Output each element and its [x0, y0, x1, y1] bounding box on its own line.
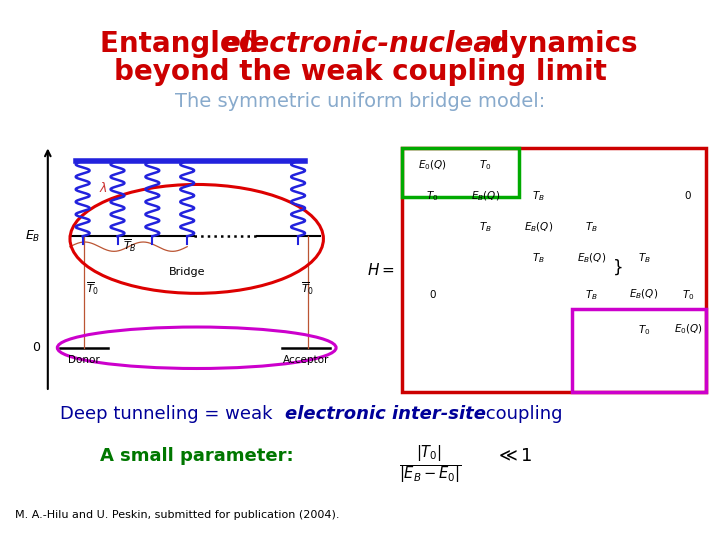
Text: $\overline{T}_0$: $\overline{T}_0$: [86, 281, 99, 297]
Text: $T_B$: $T_B$: [585, 288, 598, 301]
Text: $T_0$: $T_0$: [479, 158, 492, 172]
Text: $\overline{T}_0$: $\overline{T}_0$: [301, 281, 314, 297]
Text: M. A.-Hilu and U. Peskin, submitted for publication (2004).: M. A.-Hilu and U. Peskin, submitted for …: [15, 510, 340, 520]
Text: Donor: Donor: [68, 355, 100, 366]
Text: A small parameter:: A small parameter:: [100, 447, 294, 465]
Text: 0: 0: [685, 191, 691, 201]
Text: $\ll 1$: $\ll 1$: [495, 447, 533, 465]
Text: $\frac{|T_0|}{|E_B - E_0|}$: $\frac{|T_0|}{|E_B - E_0|}$: [399, 443, 462, 485]
Text: Deep tunneling = weak: Deep tunneling = weak: [60, 405, 278, 423]
Text: $E_0(Q)$: $E_0(Q)$: [418, 158, 446, 172]
Text: $T_B$: $T_B$: [532, 189, 544, 203]
Text: coupling: coupling: [480, 405, 562, 423]
Text: electronic inter-site: electronic inter-site: [285, 405, 486, 423]
Text: Entangled: Entangled: [100, 30, 269, 58]
Text: $T_B$: $T_B$: [532, 252, 544, 265]
Text: electronic-nuclear: electronic-nuclear: [222, 30, 505, 58]
Text: $H =$: $H =$: [367, 262, 395, 278]
Text: Acceptor: Acceptor: [283, 355, 329, 366]
Text: 0: 0: [429, 289, 436, 300]
Text: $T_0$: $T_0$: [638, 323, 650, 336]
Text: $T_B$: $T_B$: [638, 252, 650, 265]
Text: $\lambda$: $\lambda$: [99, 181, 107, 195]
Text: $E_B(Q)$: $E_B(Q)$: [523, 220, 553, 234]
Text: $E_B(Q)$: $E_B(Q)$: [629, 288, 659, 301]
Text: $\overline{T}_B$: $\overline{T}_B$: [123, 238, 137, 254]
Bar: [572, 309, 706, 392]
Text: beyond the weak coupling limit: beyond the weak coupling limit: [114, 58, 606, 86]
Text: $E_B(Q)$: $E_B(Q)$: [577, 252, 606, 265]
Text: $T_0$: $T_0$: [682, 288, 694, 301]
Text: dynamics: dynamics: [480, 30, 638, 58]
Text: $E_B$: $E_B$: [24, 229, 40, 244]
Text: $E_B(Q)$: $E_B(Q)$: [471, 190, 500, 203]
Text: $E_0(Q)$: $E_0(Q)$: [674, 323, 703, 336]
Text: 0: 0: [32, 341, 40, 354]
Text: $T_0$: $T_0$: [426, 189, 438, 203]
Text: $\}$: $\}$: [612, 258, 623, 277]
Text: $T_B$: $T_B$: [585, 220, 598, 234]
Text: Bridge: Bridge: [169, 267, 205, 277]
Bar: [402, 148, 706, 392]
Text: $T_B$: $T_B$: [479, 220, 492, 234]
Bar: [402, 148, 518, 198]
Text: The symmetric uniform bridge model:: The symmetric uniform bridge model:: [175, 92, 545, 111]
